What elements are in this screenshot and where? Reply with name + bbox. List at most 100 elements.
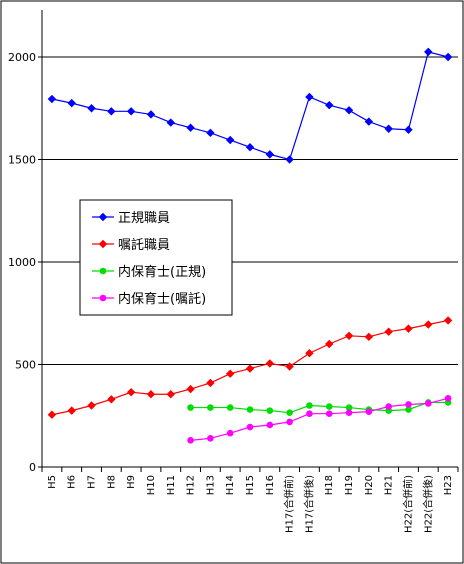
legend-label: 正規職員 xyxy=(118,211,170,226)
data-point xyxy=(345,409,353,416)
data-point xyxy=(306,402,313,409)
data-point xyxy=(404,125,413,134)
x-tick-label: H15 xyxy=(245,475,256,495)
legend-entry: 嘱託職員 xyxy=(92,237,170,253)
data-point xyxy=(87,104,96,113)
data-point xyxy=(87,401,96,410)
x-tick-label: H14 xyxy=(225,475,236,495)
data-point xyxy=(364,332,374,342)
data-point xyxy=(443,316,453,325)
series-group xyxy=(47,47,453,444)
x-tick-label: H22(合併前) xyxy=(401,475,414,533)
series-2 xyxy=(47,316,453,419)
y-tick-label: 2000 xyxy=(8,51,36,64)
x-tick-label: H18 xyxy=(324,475,335,495)
data-point xyxy=(385,403,392,410)
x-tick-label: H8 xyxy=(106,475,117,489)
data-point xyxy=(126,387,136,397)
data-point xyxy=(364,117,374,126)
x-tick-label: H5 xyxy=(47,475,58,489)
data-point xyxy=(99,294,107,302)
x-tick-label: H21 xyxy=(384,475,395,495)
data-point xyxy=(207,404,214,411)
series-line xyxy=(190,397,449,441)
x-tick-label: H20 xyxy=(364,475,375,495)
data-point xyxy=(107,107,116,116)
x-tick-label: H19 xyxy=(344,475,355,495)
data-point xyxy=(285,362,294,371)
data-point xyxy=(166,390,175,399)
x-tick-label: H9 xyxy=(126,475,137,489)
data-point xyxy=(286,418,293,426)
legend-entry: 内保育士(正規) xyxy=(92,264,206,280)
x-tick-label: H13 xyxy=(205,475,216,495)
data-point xyxy=(225,135,235,145)
data-point xyxy=(344,331,354,341)
data-point xyxy=(424,47,433,57)
data-point xyxy=(325,339,334,349)
data-point xyxy=(99,267,107,275)
legend-label: 内保育士(正規) xyxy=(118,264,206,280)
y-tick-label: 1000 xyxy=(8,256,36,269)
x-tick-label: H12 xyxy=(186,475,197,495)
series-4 xyxy=(187,395,452,444)
data-point xyxy=(107,395,116,404)
data-point xyxy=(325,410,333,418)
x-tick-label: H6 xyxy=(67,475,78,489)
data-point xyxy=(265,359,275,368)
data-point xyxy=(98,212,108,222)
x-tick-label: H11 xyxy=(166,475,177,495)
data-point xyxy=(443,52,453,62)
data-point xyxy=(405,401,412,408)
data-point xyxy=(67,406,76,415)
data-point xyxy=(47,410,57,419)
data-point xyxy=(207,435,214,442)
data-point xyxy=(344,106,354,115)
x-tick-label: H22(合併後) xyxy=(421,475,434,533)
x-tick-labels: H5 H6 H7 H8 H9 H10 H11 H12 H13 H14 H15 H16 H17(合併前) H… xyxy=(47,475,454,533)
data-point xyxy=(424,400,432,407)
data-point xyxy=(444,395,452,402)
data-point xyxy=(384,124,393,133)
data-point xyxy=(187,404,194,411)
data-point xyxy=(98,239,108,249)
data-point xyxy=(146,110,156,119)
data-point xyxy=(226,404,234,411)
data-point xyxy=(146,390,156,399)
data-point xyxy=(186,123,195,132)
x-tick-label: H7 xyxy=(87,475,98,489)
data-point xyxy=(286,409,293,416)
data-point xyxy=(47,94,57,104)
data-point xyxy=(265,150,275,159)
data-point xyxy=(246,406,254,413)
data-point xyxy=(245,364,255,373)
x-tick-label: H23 xyxy=(443,475,454,495)
data-point xyxy=(225,369,235,378)
x-tick-label: H10 xyxy=(146,475,157,495)
legend-entry: 内保育士(嘱託) xyxy=(92,291,206,307)
data-point xyxy=(305,349,314,358)
data-point xyxy=(325,100,334,110)
y-tick-label: 500 xyxy=(15,359,36,372)
data-point xyxy=(187,437,194,444)
data-point xyxy=(266,407,274,414)
data-point xyxy=(306,410,313,418)
x-tick-label: H17(合併前) xyxy=(283,475,296,533)
data-point xyxy=(325,403,333,410)
data-point xyxy=(285,155,294,164)
data-point xyxy=(245,142,255,152)
legend-label: 嘱託職員 xyxy=(118,237,170,253)
data-point xyxy=(365,408,373,415)
data-point xyxy=(206,128,215,138)
legend-entry: 正規職員 xyxy=(92,211,170,226)
series-line xyxy=(190,401,449,414)
data-point xyxy=(226,429,234,437)
data-point xyxy=(67,98,76,108)
data-point xyxy=(305,92,314,102)
legend-label: 内保育士(嘱託) xyxy=(118,291,206,307)
y-tick-label: 0 xyxy=(29,461,36,474)
data-point xyxy=(246,423,254,431)
data-point xyxy=(384,327,393,336)
